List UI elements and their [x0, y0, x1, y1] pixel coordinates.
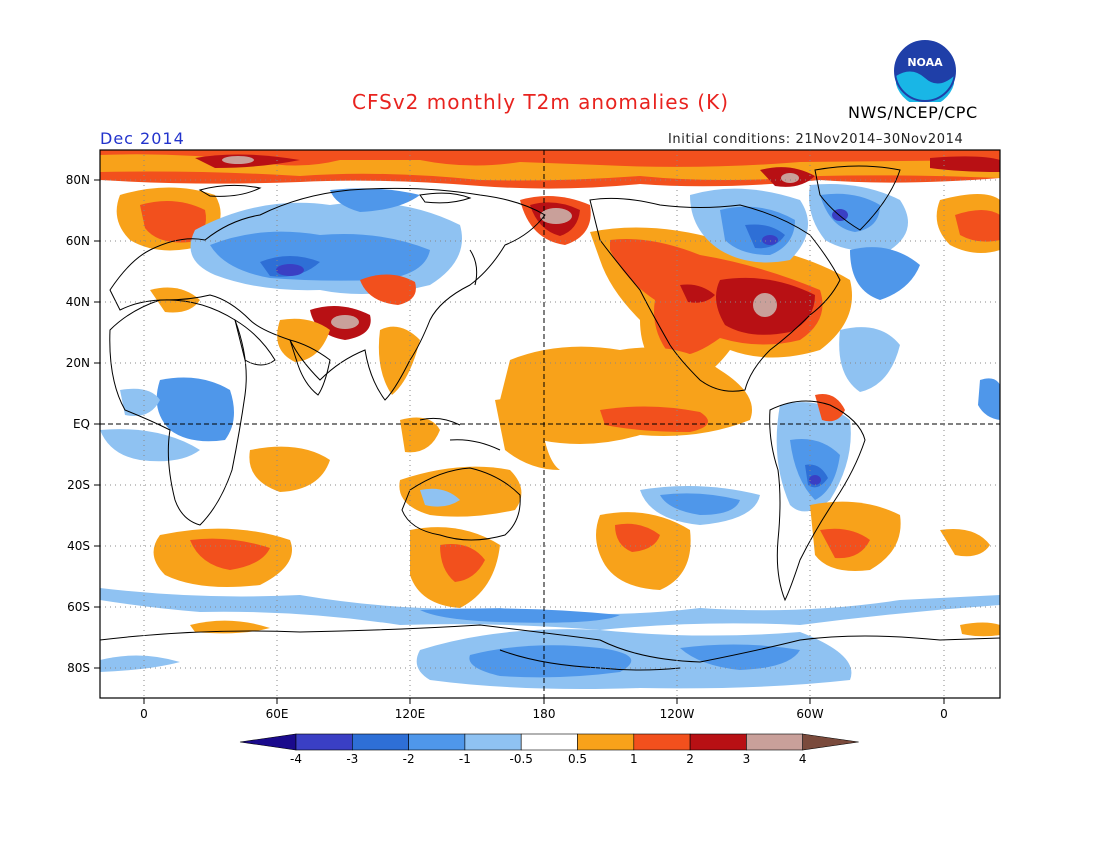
reference-lines: [100, 150, 1000, 698]
colorbar-bin: [689, 733, 747, 751]
colorbar-bin: [351, 733, 409, 751]
lat-label: EQ: [73, 417, 90, 431]
graticule: [100, 150, 1000, 698]
lon-label: 60E: [266, 707, 289, 721]
colorbar-tick-label: 1: [630, 752, 638, 766]
map-title: CFSv2 monthly T2m anomalies (K): [352, 90, 729, 114]
lat-label: 40S: [67, 539, 90, 553]
colorbar-bin: [746, 733, 804, 751]
colorbar-tick-label: 0.5: [568, 752, 587, 766]
agency-label: NWS/NCEP/CPC: [848, 103, 978, 122]
colorbar-bin: [408, 733, 466, 751]
colorbar-bin: [464, 733, 522, 751]
forecast-month: Dec 2014: [100, 129, 185, 148]
lon-label: 0: [140, 707, 148, 721]
svg-text:NOAA: NOAA: [907, 56, 943, 69]
colorbar-tick-label: 4: [799, 752, 807, 766]
lat-label: 40N: [66, 295, 90, 309]
lat-label: 80N: [66, 173, 90, 187]
coastlines: [100, 165, 1000, 671]
colorbar-tick-label: -0.5: [509, 752, 532, 766]
colorbar-bin: [520, 733, 578, 751]
colorbar-bin: [577, 733, 635, 751]
lat-label: 20S: [67, 478, 90, 492]
colorbar-tick-label: -4: [290, 752, 302, 766]
colorbar-tick-label: 3: [743, 752, 751, 766]
colorbar-bin: [633, 733, 691, 751]
lon-label: 60W: [796, 707, 823, 721]
colorbar-tick-label: -2: [403, 752, 415, 766]
initial-conditions: Initial conditions: 21Nov2014–30Nov2014: [668, 132, 964, 147]
noaa-logo-icon: NOAA: [894, 40, 956, 102]
colorbar-tick-label: -1: [459, 752, 471, 766]
lat-label: 60N: [66, 234, 90, 248]
lon-label: 0: [940, 707, 948, 721]
lon-label: 180: [533, 707, 556, 721]
lat-label: 80S: [67, 661, 90, 675]
latitude-labels: 80N 60N 40N 20N EQ 20S 40S 60S 80S: [66, 173, 90, 675]
longitude-labels: 0 60E 120E 180 120W 60W 0: [140, 707, 948, 721]
colorbar-min-arrow: [239, 733, 297, 751]
colorbar-tick-label: 2: [686, 752, 694, 766]
lat-label: 20N: [66, 356, 90, 370]
lat-label: 60S: [67, 600, 90, 614]
lon-label: 120E: [395, 707, 426, 721]
colorbar-tick-label: -3: [346, 752, 358, 766]
lon-label: 120W: [660, 707, 695, 721]
colorbar-max-arrow: [802, 733, 859, 751]
colorbar: -4 -3 -2 -1 -0.5 0.5 1 2 3 4: [239, 733, 859, 766]
colorbar-bin: [295, 733, 353, 751]
tick-marks: [94, 179, 945, 704]
